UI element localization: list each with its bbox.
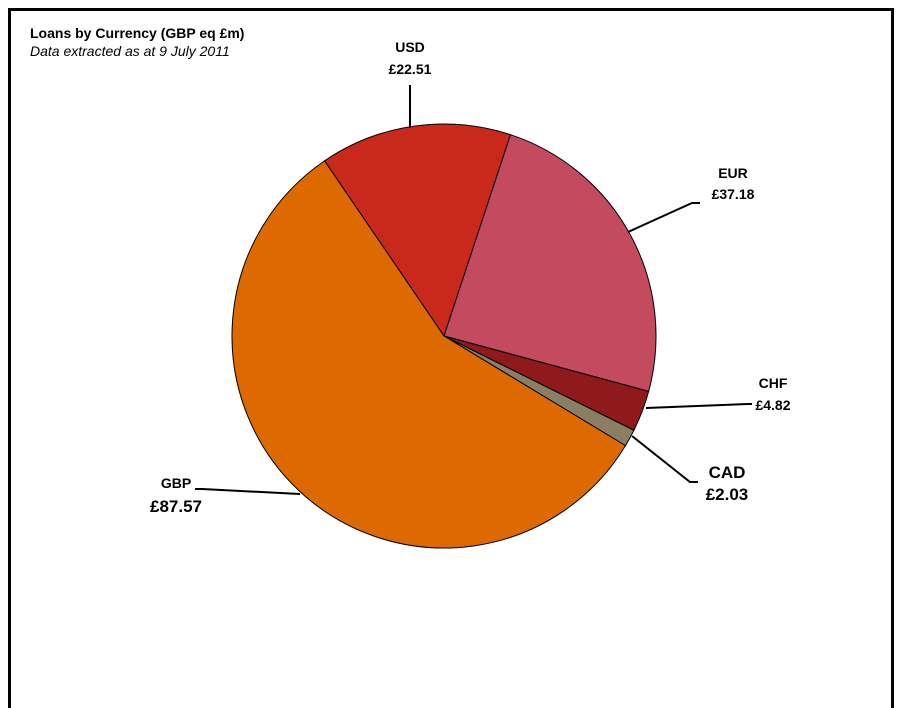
pie-chart: USD £22.51 EUR £37.18 CHF £4.82 CAD £2.03 GBP £87… <box>150 39 791 549</box>
pie-slices <box>231 123 657 549</box>
pie-slice-usd <box>323 123 512 338</box>
slice-label-usd: USD <box>395 39 425 55</box>
slice-value-gbp: £87.57 <box>150 497 202 516</box>
leader-line-eur <box>627 202 700 233</box>
chart-subtitle: Data extracted as at 9 July 2011 <box>30 43 230 59</box>
leader-line-cad <box>631 435 698 483</box>
pie-slice-eur <box>443 134 657 392</box>
slice-value-chf: £4.82 <box>755 397 790 413</box>
slice-label-eur: EUR <box>718 165 748 181</box>
pie-labels: USD £22.51 EUR £37.18 CHF £4.82 CAD £2.03 GBP £87… <box>150 39 791 516</box>
slice-value-usd: £22.51 <box>389 61 432 77</box>
slice-label-gbp: GBP <box>161 475 191 491</box>
leader-line-gbp <box>195 488 301 495</box>
slice-value-cad: £2.03 <box>706 485 749 504</box>
chart-frame <box>8 8 894 708</box>
slice-value-eur: £37.18 <box>712 186 755 202</box>
slice-label-chf: CHF <box>759 375 788 391</box>
slice-label-cad: CAD <box>709 463 746 482</box>
pie-slice-gbp <box>231 160 627 549</box>
leader-line-chf <box>645 403 752 409</box>
chart-title: Loans by Currency (GBP eq £m) <box>30 25 245 41</box>
pie-leader-lines <box>195 85 752 495</box>
